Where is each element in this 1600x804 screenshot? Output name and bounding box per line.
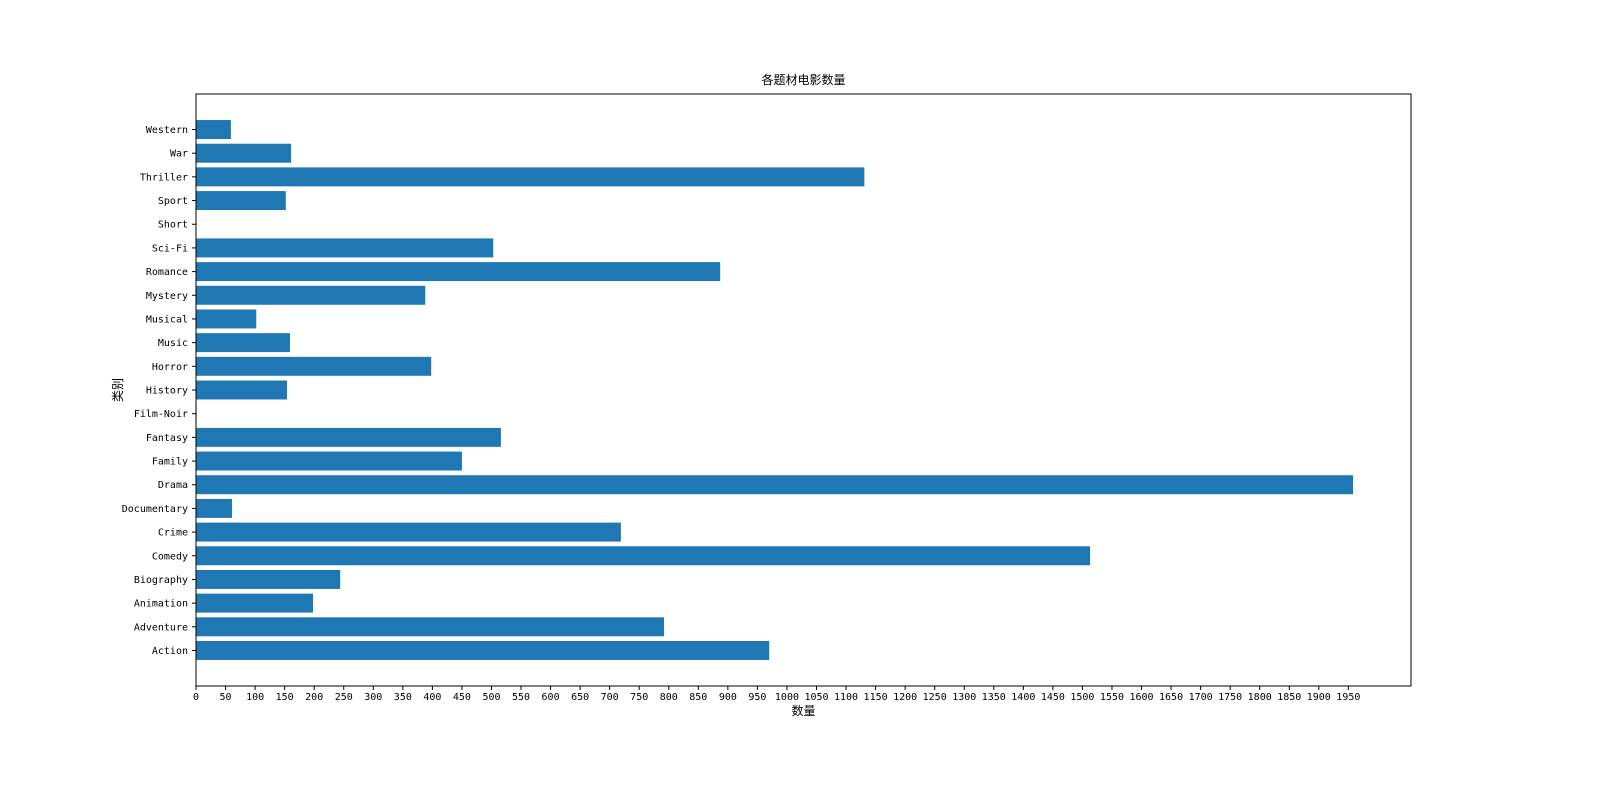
x-tick-label: 500 [482,692,500,703]
x-tick-label: 1350 [982,692,1006,703]
x-tick-label: 750 [630,692,648,703]
x-tick-label: 1550 [1100,692,1124,703]
y-tick-label: Biography [134,575,188,586]
y-tick-label: Horror [152,362,188,373]
x-tick-label: 850 [689,692,707,703]
y-tick-label: War [170,149,188,160]
x-tick-label: 300 [364,692,382,703]
y-tick-label: Comedy [152,551,188,562]
y-axis-label: 类别 [111,378,125,402]
bar [196,143,292,163]
plot-area: 0 50 100 150 200 250 300 350 400 450 500 550 600 650 7… [122,120,1360,703]
bar [196,262,721,282]
x-tick-label: 1700 [1189,692,1213,703]
x-tick-label: 650 [571,692,589,703]
x-tick-label: 1850 [1277,692,1301,703]
bar [196,569,341,589]
y-tick-label: Documentary [122,504,188,515]
y-tick-label: Western [146,125,188,136]
x-tick-label: 0 [193,692,199,703]
bar [196,380,288,400]
y-tick-label: Musical [146,314,188,325]
bar [196,285,426,305]
x-tick-label: 1200 [893,692,917,703]
y-tick-label: Romance [146,267,188,278]
bar [196,191,286,211]
x-tick-label: 1950 [1336,692,1360,703]
y-tick-label: Sci-Fi [152,243,188,254]
x-tick-label: 150 [276,692,294,703]
x-tick-label: 600 [542,692,560,703]
x-tick-label: 800 [660,692,678,703]
bar [196,498,233,518]
x-tick-label: 1600 [1129,692,1153,703]
x-tick-label: 1150 [864,692,888,703]
bar [196,641,770,660]
y-tick-label: Crime [158,528,188,539]
bar [196,427,501,447]
bar [196,522,621,542]
bar [196,593,314,613]
y-tick-label: Adventure [134,622,188,633]
bar [196,120,231,139]
y-tick-label: Action [152,646,188,657]
y-tick-label: Music [158,338,188,349]
y-tick-label: Drama [158,480,188,491]
x-tick-label: 100 [246,692,264,703]
y-tick-label: Film-Noir [134,409,188,420]
bar [196,617,665,637]
x-tick-label: 1300 [952,692,976,703]
x-tick-label: 200 [305,692,323,703]
x-tick-label: 1050 [804,692,828,703]
y-tick-label: Family [152,457,188,468]
x-tick-label: 550 [512,692,530,703]
x-tick-label: 700 [601,692,619,703]
y-tick-label: Animation [134,599,188,610]
x-tick-label: 1900 [1307,692,1331,703]
x-tick-label: 1750 [1218,692,1242,703]
x-tick-label: 1250 [923,692,947,703]
bar [196,546,1091,566]
axes-frame [195,93,1412,687]
y-tick-label: Thriller [140,172,188,183]
y-tick-label: Sport [158,196,188,207]
y-tick-label: History [146,386,188,397]
x-tick-label: 1000 [775,692,799,703]
chart-title: 各题材电影数量 [761,72,845,87]
bar [196,451,462,471]
bar [196,309,257,329]
x-axis-label: 数量 [791,703,815,718]
x-tick-label: 900 [719,692,737,703]
x-tick-label: 1650 [1159,692,1183,703]
x-tick-label: 400 [423,692,441,703]
x-tick-label: 1500 [1070,692,1094,703]
y-tick-label: Short [158,220,188,231]
x-tick-label: 950 [748,692,766,703]
x-tick-label: 50 [220,692,232,703]
x-tick-label: 1800 [1248,692,1272,703]
x-tick-label: 250 [335,692,353,703]
bar [196,333,290,353]
x-tick-label: 1100 [834,692,858,703]
x-tick-label: 1450 [1041,692,1065,703]
x-tick-label: 1400 [1011,692,1035,703]
bar [196,238,494,258]
bar [196,475,1354,495]
x-tick-label: 350 [394,692,412,703]
bar [196,167,865,187]
y-tick-label: Fantasy [146,433,188,444]
x-tick-label: 450 [453,692,471,703]
bar [196,356,432,376]
y-tick-label: Mystery [146,291,188,302]
